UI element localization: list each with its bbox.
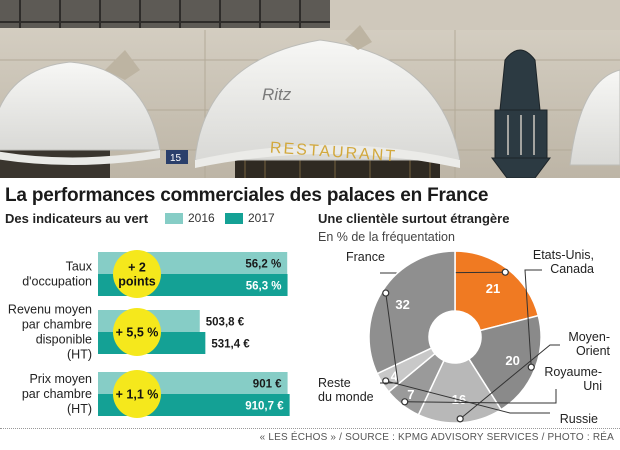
- donut-leader-line: [385, 380, 550, 414]
- donut-value-label: 4: [391, 369, 399, 384]
- legend-2017: 2017: [225, 211, 275, 225]
- page-title: La performances commerciales des palaces…: [5, 185, 489, 206]
- donut-slice-label: Moyen-: [568, 330, 610, 344]
- donut-leader-dot: [501, 268, 509, 276]
- change-badge-label: + 1,1 %: [116, 388, 159, 402]
- donut-slice-label: Orient: [576, 344, 611, 358]
- donut-chart: 21France20Etats-Unis,Canada16Moyen-Orien…: [318, 248, 611, 426]
- donut-slice-label: Reste: [318, 376, 351, 390]
- legend-swatch-2016: [165, 212, 183, 224]
- donut-leader-dot: [382, 377, 390, 385]
- legend-label-2016: 2016: [188, 211, 215, 225]
- pie-chart-title: Une clientèle surtout étrangère: [318, 211, 510, 226]
- donut-slice-label: Etats-Unis,: [533, 248, 594, 262]
- donut-slice-label: Russie: [560, 412, 598, 426]
- donut-slice-label: Royaume-: [544, 365, 602, 379]
- bar-category-label: d'occupation: [22, 275, 92, 289]
- donut-value-label: 20: [505, 353, 519, 368]
- donut-slice: [368, 250, 456, 375]
- bar-category-label: Prix moyen: [29, 372, 92, 386]
- palace-facade-photo: Ritz RESTAURANT 15: [0, 0, 620, 178]
- donut-leader-dot: [456, 415, 464, 423]
- legend-label-2017: 2017: [248, 211, 275, 225]
- footer-divider: [0, 428, 620, 429]
- donut-slice-label: Canada: [550, 262, 594, 276]
- bar-value-label: 531,4 €: [211, 339, 250, 351]
- change-badge: [113, 308, 161, 356]
- donut-leader-dot: [527, 363, 535, 371]
- donut-value-label: 21: [486, 281, 500, 296]
- donut-leader-line: [524, 269, 542, 368]
- donut-slice-label: France: [346, 250, 385, 264]
- donut-leader-line: [404, 389, 557, 404]
- donut-leader-line: [380, 292, 399, 384]
- donut-slice: [454, 250, 540, 332]
- donut-value-label: 7: [407, 387, 414, 402]
- bar-category-label: par chambre: [22, 387, 92, 401]
- bar-value-label: 503,8 €: [206, 317, 245, 329]
- bar-chart-title: Des indicateurs au vert: [5, 211, 149, 226]
- bar-value-label: 56,3 %: [246, 281, 282, 293]
- bar-category-label: par chambre: [22, 318, 92, 332]
- ritz-logo: Ritz: [262, 85, 292, 104]
- donut-value-label: 32: [395, 297, 409, 312]
- bar-category-label: (HT): [67, 348, 92, 362]
- change-badge-label: + 2: [128, 261, 146, 275]
- bar-category-label: disponible: [36, 333, 92, 347]
- change-badge: [113, 370, 161, 418]
- pie-chart-subtitle: En % de la fréquentation: [318, 230, 455, 244]
- bar-value-label: 56,2 %: [245, 259, 281, 271]
- bar-category-label: Revenu moyen: [8, 303, 92, 317]
- donut-slice: [417, 357, 503, 424]
- bar-value-label: 901 €: [253, 379, 282, 391]
- source-credit: « LES ÉCHOS » / SOURCE : KPMG ADVISORY S…: [259, 432, 614, 443]
- donut-leader-dot: [401, 398, 409, 406]
- bar-value-label: 910,7 €: [245, 401, 284, 413]
- change-badge: [113, 250, 161, 298]
- bar-category-label: Taux: [66, 260, 93, 274]
- donut-slice-label: du monde: [318, 390, 374, 404]
- donut-leader-line: [459, 344, 560, 420]
- change-badge-label: points: [118, 275, 156, 289]
- donut-slice-label: Uni: [583, 379, 602, 393]
- bar-category-label: (HT): [67, 402, 92, 416]
- donut-leader-dot: [382, 289, 390, 297]
- legend-swatch-2017: [225, 212, 243, 224]
- street-number-plaque: 15: [170, 153, 182, 164]
- change-badge-label: + 5,5 %: [116, 326, 159, 340]
- legend-2016: 2016: [165, 211, 215, 225]
